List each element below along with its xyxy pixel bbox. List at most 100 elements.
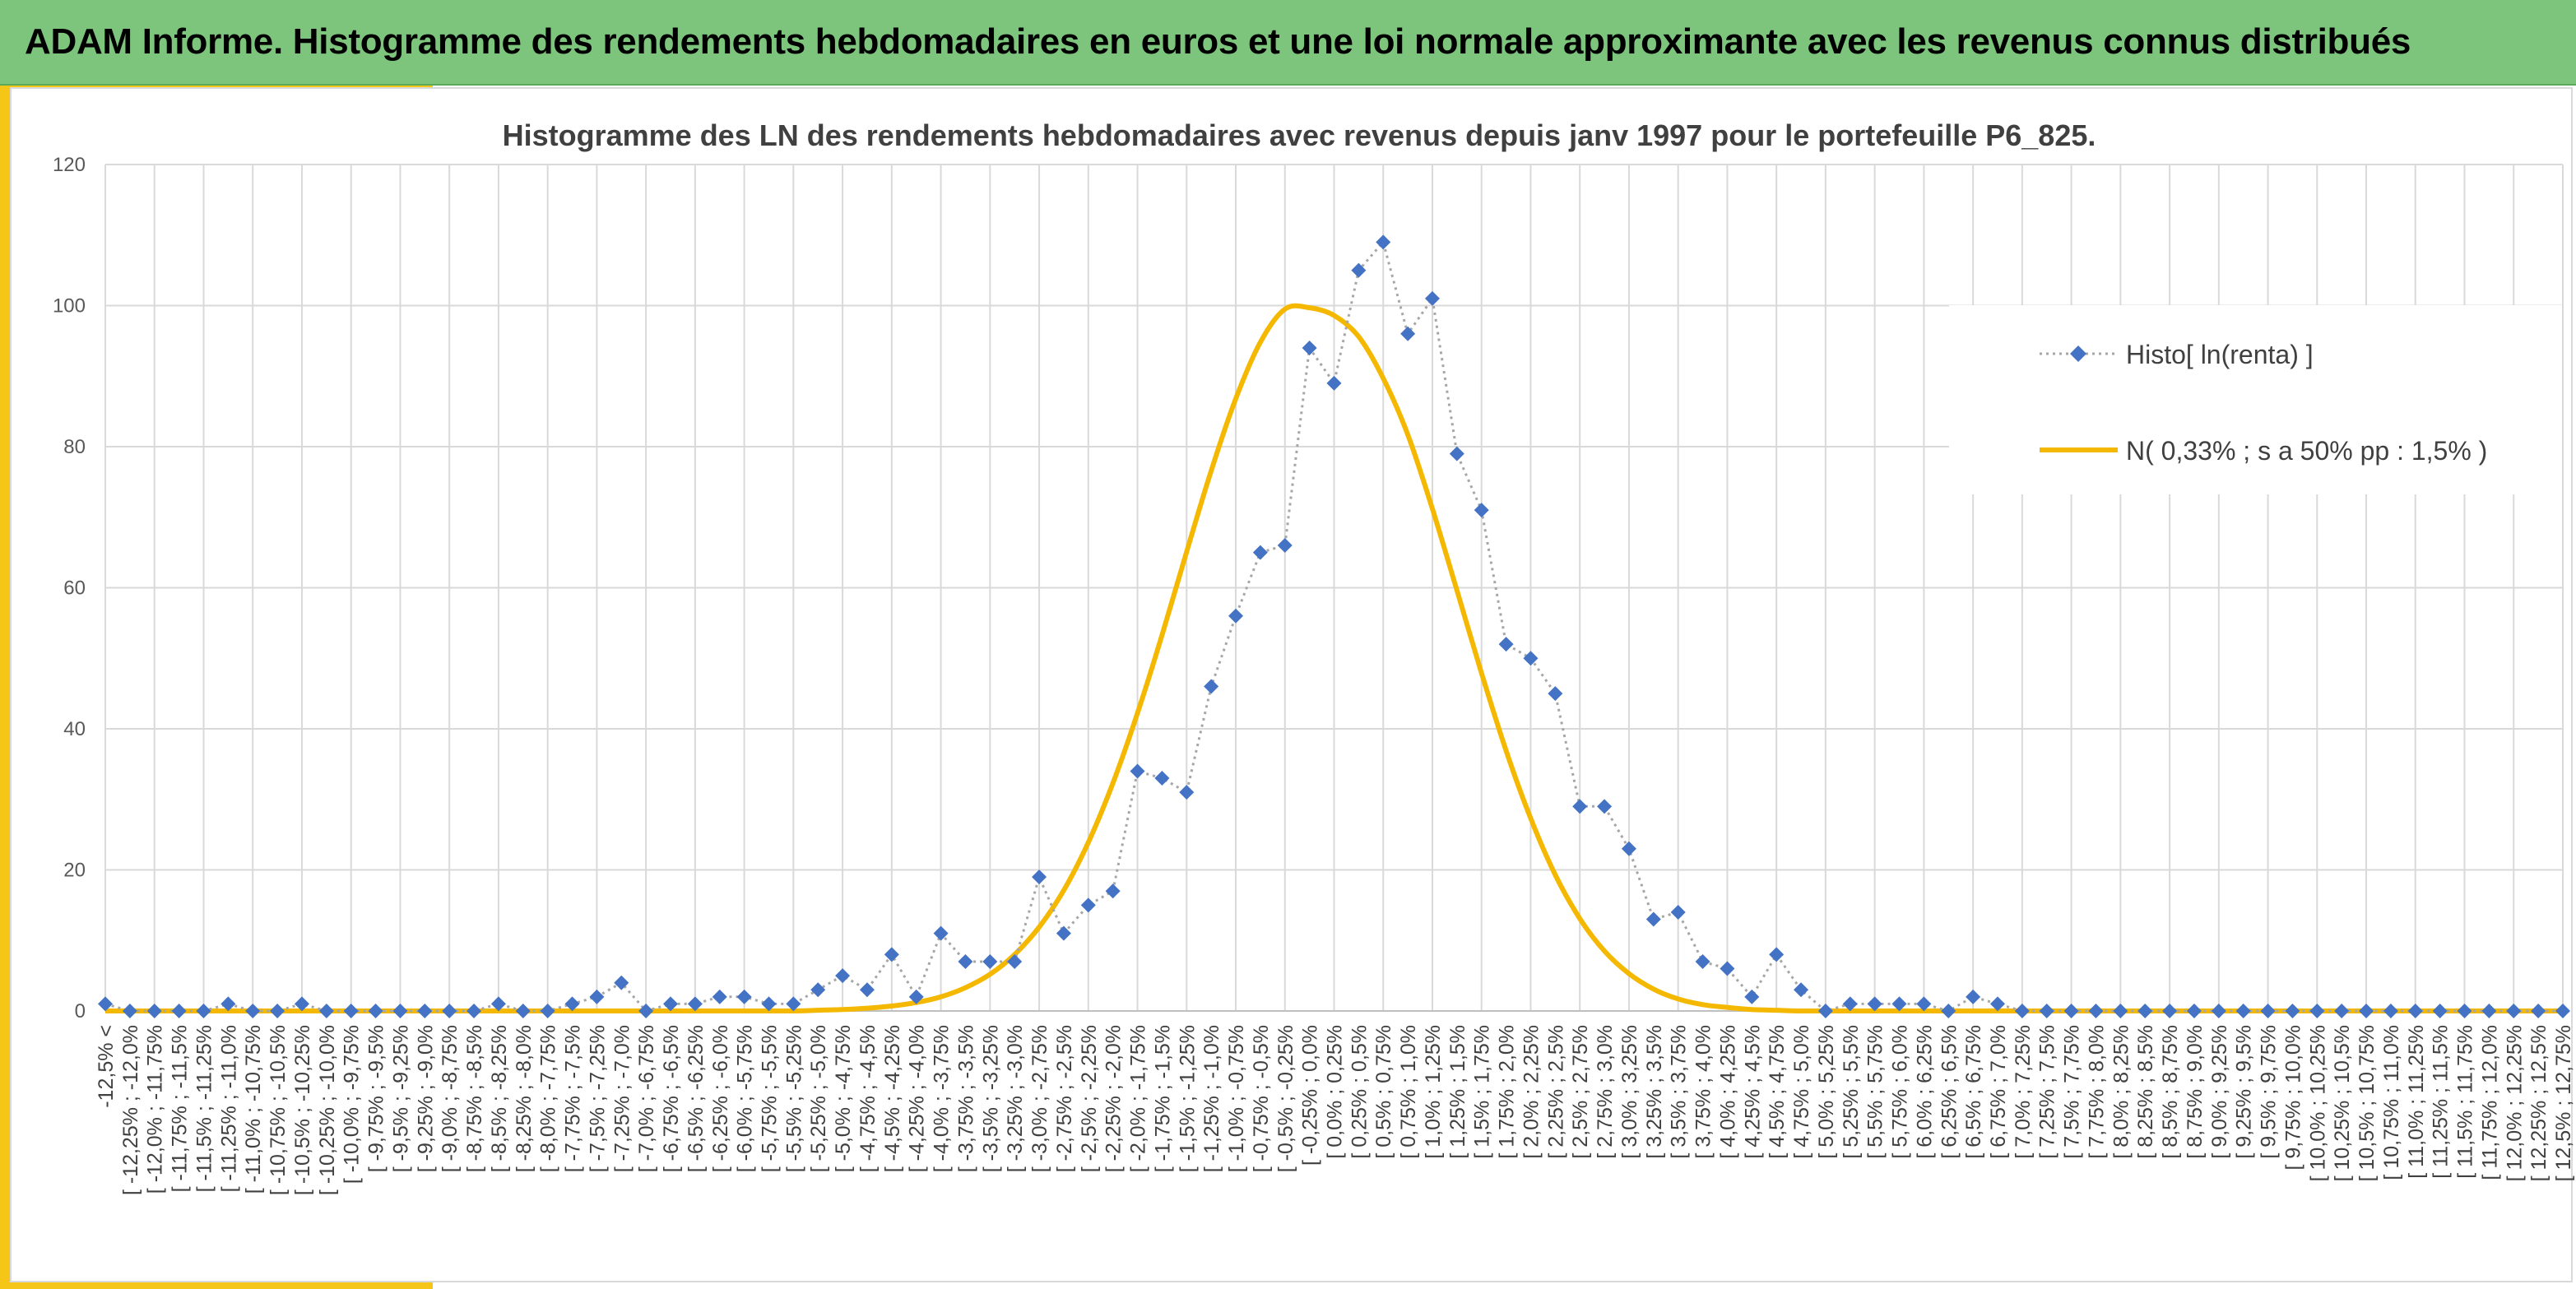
x-tick-label: [ 8,0% ; 8,25% [2110, 1025, 2133, 1159]
x-tick-label: [ -12,25% ; -12,0% [119, 1025, 142, 1195]
x-tick-label: [ -11,25% ; -11,0% [217, 1025, 240, 1192]
x-tick-label: [ 12,25% ; 12,5% [2527, 1025, 2550, 1181]
histogram-point [1449, 446, 1464, 461]
x-tick-label: [ -10,0% ; -9,75% [341, 1025, 364, 1184]
x-tick-label: [ -9,25% ; -9,0% [414, 1025, 437, 1172]
x-tick-label: [ 10,75% ; 11,0% [2380, 1025, 2403, 1180]
x-tick-label: [ -6,0% ; -5,75% [734, 1025, 757, 1172]
histogram-point [712, 989, 727, 1004]
histogram-point [2383, 1004, 2398, 1018]
histogram-point [982, 953, 998, 969]
x-tick-label: [ -8,0% ; -7,75% [537, 1025, 560, 1172]
x-tick-label: [ -6,75% ; -6,5% [660, 1025, 683, 1172]
x-tick-label: [ 6,25% ; 6,5% [1938, 1025, 1961, 1159]
histogram-point [343, 1004, 359, 1018]
histogram-point [835, 968, 851, 984]
x-tick-label: [ 3,75% ; 4,0% [1692, 1025, 1715, 1159]
histogram-point [1179, 785, 1195, 800]
x-tick-label: [ -11,75% ; -11,5% [169, 1025, 192, 1192]
histogram-point [515, 1004, 531, 1018]
histogram-point [1032, 869, 1047, 885]
histogram-point [417, 1004, 433, 1018]
x-tick-label: [ -10,5% ; -10,25% [291, 1025, 314, 1195]
legend-histogram-label: Histo[ ln(renta) ] [2126, 340, 2314, 369]
histogram-point [564, 996, 580, 1012]
histogram-point [2457, 1004, 2472, 1018]
histogram-point [736, 989, 752, 1004]
x-tick-label: [ -11,0% ; -10,75% [242, 1025, 265, 1194]
x-tick-label: [ 1,5% ; 1,75% [1471, 1025, 1494, 1159]
histogram-point [2506, 1004, 2522, 1018]
histogram-point [2137, 1004, 2153, 1018]
x-tick-label: [ 3,0% ; 3,25% [1618, 1025, 1641, 1159]
histogram-point [1916, 996, 1932, 1012]
x-tick-label: [ -6,25% ; -6,0% [709, 1025, 732, 1172]
histogram-point [1842, 996, 1858, 1012]
histogram-point [98, 996, 113, 1012]
histogram-point [1769, 947, 1785, 962]
histogram-point [958, 953, 973, 969]
histogram-point [368, 1004, 383, 1018]
x-tick-label: [ 7,0% ; 7,25% [2012, 1025, 2035, 1159]
x-tick-label: [ -0,25% ; 0,0% [1299, 1025, 1322, 1166]
histogram-point [614, 975, 629, 990]
histogram-point [1548, 686, 1563, 702]
x-tick-label: [ -2,0% ; -1,75% [1127, 1025, 1150, 1172]
x-tick-label: [ 0,25% ; 0,5% [1348, 1025, 1371, 1159]
histogram-point [1498, 637, 1514, 652]
histogram-point [442, 1004, 457, 1018]
histogram-point [761, 996, 777, 1012]
histogram-point [1130, 763, 1145, 779]
x-tick-label: [ 0,75% ; 1,0% [1397, 1025, 1420, 1159]
histogram-point [2334, 1004, 2350, 1018]
histogram-point [270, 1004, 285, 1018]
x-tick-label: [ 8,5% ; 8,75% [2159, 1025, 2182, 1159]
histogram-point [245, 1004, 261, 1018]
x-tick-label: [ -5,5% ; -5,25% [782, 1025, 805, 1172]
histogram-point [2555, 1004, 2570, 1018]
x-tick-label: [ -1,25% ; -1,0% [1200, 1025, 1223, 1172]
x-tick-label: [ 0,0% ; 0,25% [1324, 1025, 1347, 1159]
histogram-point [122, 1004, 137, 1018]
accent-bar-left [0, 86, 10, 1289]
histogram-point [2481, 1004, 2497, 1018]
x-tick-label: [ -3,0% ; -2,75% [1028, 1025, 1051, 1172]
x-tick-label: [ 8,25% ; 8,5% [2134, 1025, 2157, 1159]
x-tick-label: [ 8,75% ; 9,0% [2184, 1025, 2207, 1159]
chart: Histogramme des LN des rendements hebdom… [53, 118, 2574, 1195]
x-tick-label: [ -12,0% ; -11,75% [144, 1025, 167, 1194]
x-tick-label: [ 1,25% ; 1,5% [1446, 1025, 1469, 1159]
x-tick-label: [ -10,75% ; -10,5% [267, 1025, 290, 1195]
histogram-point [171, 1004, 187, 1018]
x-tick-label: [ -7,0% ; -6,75% [635, 1025, 658, 1172]
x-tick-label: [ 9,5% ; 9,75% [2258, 1025, 2281, 1159]
histogram-point [1080, 897, 1096, 913]
histogram-point [2063, 1004, 2079, 1018]
chart-title: Histogramme des LN des rendements hebdom… [503, 118, 2096, 152]
x-tick-label: [ 11,75% ; 12,0% [2478, 1025, 2501, 1180]
x-tick-label: [ -2,75% ; -2,5% [1053, 1025, 1076, 1172]
histogram-point [1794, 982, 1809, 998]
x-tick-label: [ -0,5% ; -0,25% [1274, 1025, 1297, 1172]
x-tick-label: [ 10,5% ; 10,75% [2356, 1025, 2379, 1181]
x-tick-label: [ -9,75% ; -9,5% [365, 1025, 388, 1172]
x-tick-label: [ 7,75% ; 8,0% [2085, 1025, 2108, 1159]
x-tick-label: [ 2,5% ; 2,75% [1569, 1025, 1592, 1159]
histogram-point [490, 996, 506, 1012]
x-tick-label: [ -5,0% ; -4,75% [832, 1025, 855, 1172]
histogram-point [146, 1004, 162, 1018]
histogram-point [1252, 545, 1268, 560]
histogram-point [1720, 961, 1735, 976]
y-tick-label: 120 [53, 154, 86, 176]
histogram-point [2039, 1004, 2054, 1018]
x-tick-label: [ -3,5% ; -3,25% [979, 1025, 1002, 1172]
histogram-point [908, 989, 924, 1004]
y-tick-label: 80 [63, 436, 86, 458]
histogram-point [2014, 1004, 2030, 1018]
histogram-point [1744, 989, 1760, 1004]
x-tick-label: [ 9,75% ; 10,0% [2281, 1025, 2304, 1171]
histogram-point [294, 996, 309, 1012]
x-tick-label: [ 4,0% ; 4,25% [1716, 1025, 1739, 1159]
x-tick-label: [ -8,75% ; -8,5% [463, 1025, 486, 1172]
x-tick-label: [ 1,0% ; 1,25% [1422, 1025, 1445, 1159]
